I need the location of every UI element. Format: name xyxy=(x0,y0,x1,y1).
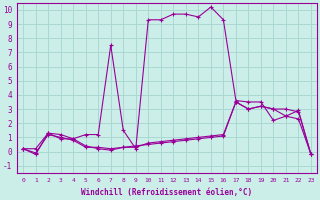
X-axis label: Windchill (Refroidissement éolien,°C): Windchill (Refroidissement éolien,°C) xyxy=(82,188,252,197)
